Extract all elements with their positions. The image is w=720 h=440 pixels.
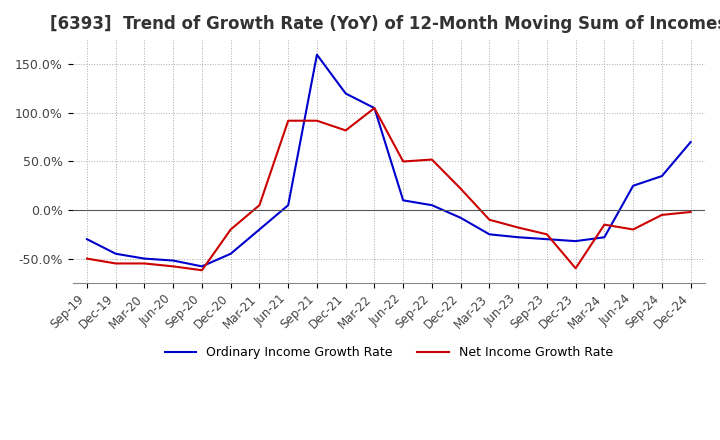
Net Income Growth Rate <box>284 118 292 123</box>
Ordinary Income Growth Rate <box>485 232 494 237</box>
Ordinary Income Growth Rate <box>428 202 436 208</box>
Net Income Growth Rate <box>543 232 552 237</box>
Ordinary Income Growth Rate <box>312 52 321 57</box>
Net Income Growth Rate <box>428 157 436 162</box>
Net Income Growth Rate <box>629 227 637 232</box>
Title: [6393]  Trend of Growth Rate (YoY) of 12-Month Moving Sum of Incomes: [6393] Trend of Growth Rate (YoY) of 12-… <box>50 15 720 33</box>
Net Income Growth Rate <box>341 128 350 133</box>
Net Income Growth Rate <box>140 261 149 266</box>
Ordinary Income Growth Rate <box>112 251 120 257</box>
Ordinary Income Growth Rate <box>255 227 264 232</box>
Ordinary Income Growth Rate <box>456 215 465 220</box>
Net Income Growth Rate <box>686 209 695 215</box>
Net Income Growth Rate <box>226 227 235 232</box>
Net Income Growth Rate <box>485 217 494 222</box>
Legend: Ordinary Income Growth Rate, Net Income Growth Rate: Ordinary Income Growth Rate, Net Income … <box>160 341 618 364</box>
Ordinary Income Growth Rate <box>399 198 408 203</box>
Ordinary Income Growth Rate <box>169 258 178 263</box>
Net Income Growth Rate <box>657 212 666 217</box>
Net Income Growth Rate <box>514 225 523 230</box>
Net Income Growth Rate <box>600 222 608 227</box>
Line: Net Income Growth Rate: Net Income Growth Rate <box>87 108 690 270</box>
Net Income Growth Rate <box>370 106 379 111</box>
Ordinary Income Growth Rate <box>370 106 379 111</box>
Net Income Growth Rate <box>112 261 120 266</box>
Ordinary Income Growth Rate <box>514 235 523 240</box>
Net Income Growth Rate <box>456 186 465 191</box>
Ordinary Income Growth Rate <box>543 237 552 242</box>
Net Income Growth Rate <box>255 202 264 208</box>
Ordinary Income Growth Rate <box>284 202 292 208</box>
Ordinary Income Growth Rate <box>341 91 350 96</box>
Ordinary Income Growth Rate <box>572 238 580 244</box>
Ordinary Income Growth Rate <box>83 237 91 242</box>
Net Income Growth Rate <box>312 118 321 123</box>
Ordinary Income Growth Rate <box>226 251 235 257</box>
Net Income Growth Rate <box>572 266 580 271</box>
Line: Ordinary Income Growth Rate: Ordinary Income Growth Rate <box>87 55 690 266</box>
Net Income Growth Rate <box>83 256 91 261</box>
Net Income Growth Rate <box>197 268 206 273</box>
Ordinary Income Growth Rate <box>600 235 608 240</box>
Ordinary Income Growth Rate <box>629 183 637 188</box>
Ordinary Income Growth Rate <box>197 264 206 269</box>
Ordinary Income Growth Rate <box>140 256 149 261</box>
Ordinary Income Growth Rate <box>657 173 666 179</box>
Net Income Growth Rate <box>399 159 408 164</box>
Ordinary Income Growth Rate <box>686 139 695 145</box>
Net Income Growth Rate <box>169 264 178 269</box>
